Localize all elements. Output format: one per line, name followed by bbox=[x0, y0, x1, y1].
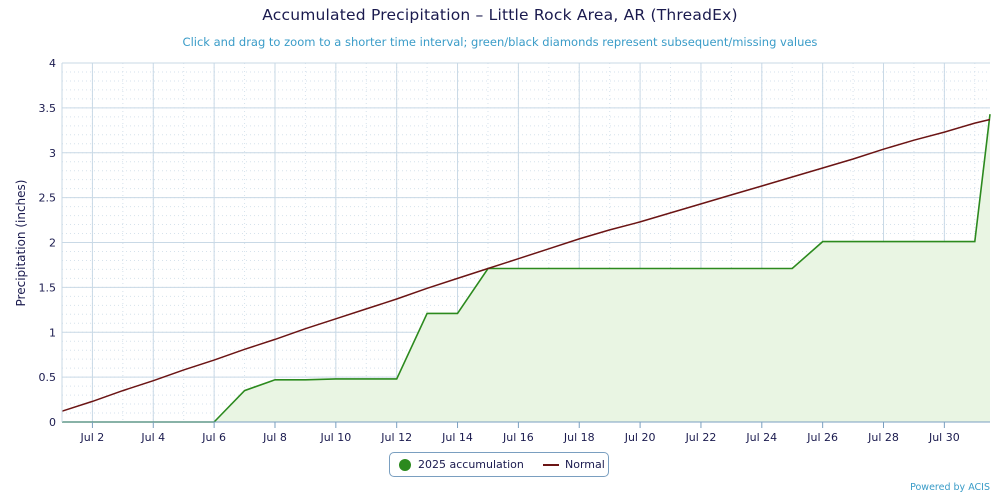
tick-labels: 0 0.5 1 1.5 2 2.5 3 3.5 4 Jul 2 Jul 4 Jul 6 Jul 8 Jul… bbox=[39, 57, 960, 444]
x-tick-label: Jul 24 bbox=[745, 431, 777, 444]
legend-label-accumulation: 2025 accumulation bbox=[418, 458, 524, 471]
axes bbox=[61, 63, 990, 428]
y-tick-label: 2 bbox=[49, 237, 56, 250]
x-tick-label: Jul 14 bbox=[441, 431, 473, 444]
x-tick-label: Jul 12 bbox=[380, 431, 412, 444]
credit-link[interactable]: Powered by ACIS bbox=[910, 482, 990, 493]
x-tick-label: Jul 8 bbox=[262, 431, 287, 444]
y-tick-label: 0 bbox=[49, 416, 56, 429]
y-tick-label: 0.5 bbox=[39, 371, 57, 384]
legend-item-accumulation[interactable]: 2025 accumulation bbox=[399, 458, 524, 471]
x-tick-label: Jul 18 bbox=[563, 431, 595, 444]
x-tick-label: Jul 26 bbox=[806, 431, 838, 444]
x-tick-label: Jul 22 bbox=[685, 431, 717, 444]
x-tick-label: Jul 16 bbox=[502, 431, 534, 444]
x-tick-label: Jul 4 bbox=[140, 431, 165, 444]
series-lines bbox=[61, 114, 991, 423]
y-tick-label: 4 bbox=[49, 57, 56, 70]
chart-title: Accumulated Precipitation – Little Rock … bbox=[262, 6, 738, 24]
accumulation-fill bbox=[62, 114, 990, 422]
x-tick-label: Jul 6 bbox=[201, 431, 226, 444]
chart-subtitle: Click and drag to zoom to a shorter time… bbox=[182, 35, 818, 49]
x-tick-label: Jul 2 bbox=[80, 431, 105, 444]
x-tick-label: Jul 10 bbox=[319, 431, 351, 444]
y-tick-label: 1 bbox=[49, 326, 56, 339]
x-tick-label: Jul 30 bbox=[928, 431, 960, 444]
legend-marker-accumulation bbox=[399, 458, 411, 471]
accumulation-area bbox=[62, 114, 990, 422]
legend: 2025 accumulation Normal bbox=[389, 452, 609, 477]
legend-marker-normal bbox=[543, 463, 559, 466]
series-line-2025-accumulation bbox=[62, 114, 991, 423]
y-tick-label: 3.5 bbox=[39, 102, 57, 115]
legend-label-normal: Normal bbox=[565, 458, 605, 471]
y-tick-label: 2.5 bbox=[39, 192, 57, 205]
x-tick-label: Jul 28 bbox=[867, 431, 899, 444]
series-line-normal bbox=[61, 118, 991, 412]
x-tick-label: Jul 20 bbox=[624, 431, 656, 444]
y-tick-label: 1.5 bbox=[39, 281, 57, 294]
legend-item-normal[interactable]: Normal bbox=[543, 458, 605, 471]
y-tick-label: 3 bbox=[49, 147, 56, 160]
